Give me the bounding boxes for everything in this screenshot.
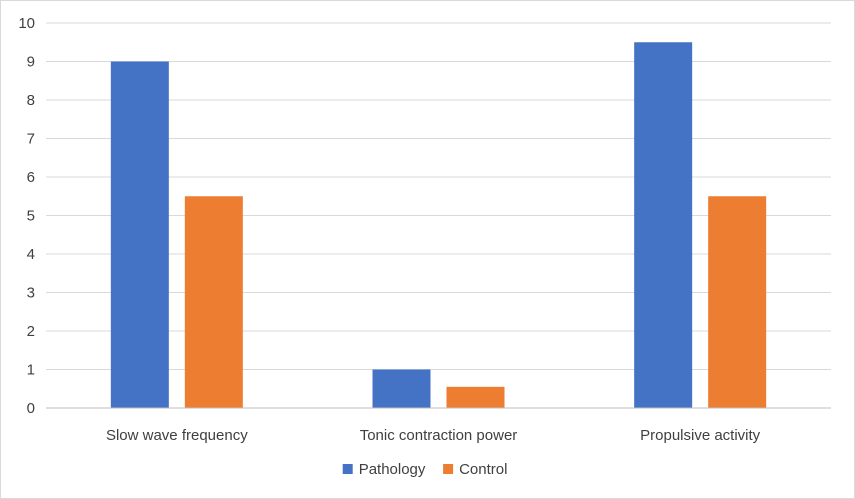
- legend-label-pathology: Pathology: [359, 461, 426, 478]
- y-tick-label: 6: [27, 169, 35, 186]
- bar-control-2: [446, 386, 505, 408]
- legend: Pathology Control: [342, 461, 507, 478]
- y-tick-label: 2: [27, 323, 35, 340]
- legend-label-control: Control: [459, 461, 507, 478]
- bar-pathology-1: [110, 61, 169, 408]
- y-tick-label: 10: [18, 15, 35, 32]
- y-tick-label: 1: [27, 362, 35, 379]
- gridlines: [46, 22, 831, 370]
- legend-swatch-control: [443, 464, 454, 474]
- y-tick-label: 9: [27, 54, 35, 71]
- bars: [110, 42, 767, 408]
- x-category-label: Propulsive activity: [640, 427, 761, 444]
- legend-swatch-pathology: [342, 464, 353, 474]
- bar-pathology-2: [372, 369, 431, 408]
- x-axis-categories: Slow wave frequency Tonic contraction pow…: [106, 427, 761, 444]
- y-tick-label: 3: [27, 285, 35, 302]
- bar-control-1: [184, 196, 243, 408]
- bar-control-3: [708, 196, 767, 408]
- x-category-label: Slow wave frequency: [106, 427, 248, 444]
- x-category-label: Tonic contraction power: [360, 427, 518, 444]
- y-tick-label: 7: [27, 131, 35, 148]
- y-tick-label: 0: [27, 400, 35, 417]
- y-tick-label: 8: [27, 92, 35, 109]
- y-tick-label: 4: [27, 246, 35, 263]
- y-tick-label: 5: [27, 208, 35, 225]
- y-axis-ticks: 0 1 2 3 4 5 6 7 8 9 10: [18, 15, 35, 417]
- bar-pathology-3: [634, 42, 693, 408]
